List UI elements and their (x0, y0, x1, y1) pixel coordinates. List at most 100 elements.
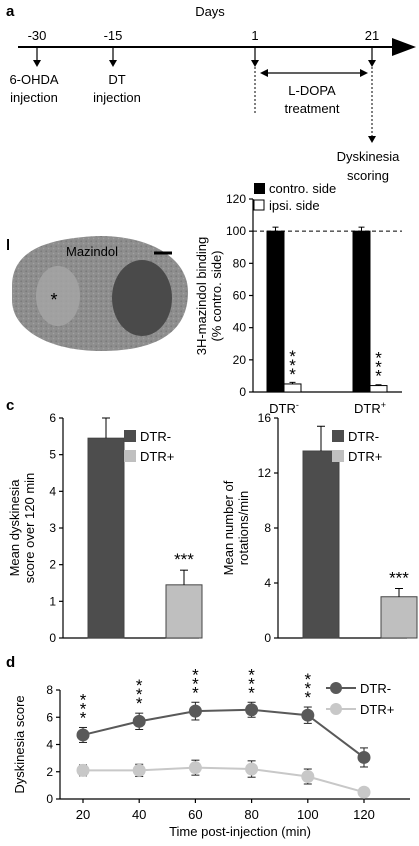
b-x-tick-sup-1: + (381, 400, 386, 410)
d-line-1 (83, 766, 365, 794)
d-point-0-4 (301, 708, 315, 722)
c2-y-tick-label-1: 4 (264, 576, 271, 590)
b-y-tick-label-1: 20 (233, 353, 247, 367)
d-legend-label-1: DTR+ (360, 702, 394, 717)
c1-bar-0 (87, 437, 125, 639)
d-point-0-5 (357, 750, 371, 764)
timeline-arrowhead (392, 38, 416, 56)
d-x-tick-label-1: 40 (132, 807, 146, 822)
d-significance-0-1: * (80, 699, 87, 718)
b-bar-1-0 (283, 383, 302, 393)
c1-ylabel-0: Mean dyskinesia (7, 479, 22, 577)
b-legend-swatch-0 (254, 183, 265, 194)
d-y-tick-label-2: 4 (46, 738, 53, 752)
c2-y-tick-label-2: 8 (264, 521, 271, 535)
b-legend-label-1: ipsi. side (269, 198, 320, 213)
d-point-0-3 (245, 703, 259, 717)
label-dt-2: injection (93, 90, 141, 105)
b-x-tick-label-0: DTR- (269, 400, 299, 416)
d-xlabel: Time post-injection (min) (169, 824, 311, 839)
lesioned-striatum-dark (112, 260, 172, 336)
d-significance-2-0: * (192, 683, 199, 702)
chart-c-right: 0 4 8 12 16 Mean number of rotations/min DTR- DT… (221, 411, 418, 645)
d-point-1-5 (357, 785, 371, 799)
c2-legend-swatch-1 (332, 450, 344, 462)
b-y-tick-label-4: 80 (233, 256, 247, 270)
c2-legend-swatch-0 (332, 430, 344, 442)
c1-y-tick-label-4: 4 (49, 484, 56, 498)
b-significance-1-2: * (375, 349, 382, 368)
c2-ylabel-0: Mean number of (221, 480, 236, 575)
panel-b-image: b Mazindol * (6, 232, 189, 352)
b-bar-1-1 (369, 385, 388, 393)
c1-y-tick-label-0: 0 (49, 631, 56, 645)
b-bar-0-0 (266, 230, 285, 393)
d-legend-label-0: DTR- (360, 681, 391, 696)
c1-y-tick-label-1: 1 (49, 594, 56, 608)
d-significance-2-2: * (192, 665, 199, 684)
d-point-1-0 (76, 763, 90, 777)
timeline-title: Days (195, 4, 225, 19)
arrow-6ohda (33, 60, 41, 67)
label-6ohda: 6-OHDA (9, 72, 58, 87)
b-significance-0-1: * (289, 356, 296, 375)
image-asterisk: * (50, 290, 57, 310)
b-significance-0-0: * (289, 365, 296, 384)
d-significance-4-2: * (304, 670, 311, 689)
d-significance-0-0: * (80, 708, 87, 727)
chart-c-left: 0 1 2 3 4 5 6 Mean dyskinesia score over 120 min… (7, 411, 203, 645)
d-point-0-2 (188, 704, 202, 718)
d-x-tick-label-0: 20 (76, 807, 90, 822)
c2-y-tick-label-3: 12 (258, 466, 272, 480)
b-ylabel-0: 3H-mazindol binding (194, 237, 209, 356)
c1-y-tick-label-2: 2 (49, 558, 56, 572)
b-significance-1-1: * (375, 358, 382, 377)
c2-y-tick-label-0: 0 (264, 631, 271, 645)
c1-y-tick-label-6: 6 (49, 411, 56, 425)
arrow-day1 (251, 60, 259, 67)
tick-day-minus30: -30 (28, 28, 47, 43)
label-scoring: scoring (347, 168, 389, 183)
b-y-tick-label-0: 0 (239, 385, 246, 399)
d-y-tick-label-3: 6 (46, 710, 53, 724)
panel-c-letter: c (6, 397, 14, 414)
image-label-mazindol: Mazindol (66, 244, 118, 259)
c2-ylabel-1: rotations/min (236, 491, 251, 565)
d-x-tick-label-5: 120 (353, 807, 375, 822)
d-point-1-1 (132, 763, 146, 777)
contralateral-striatum (36, 266, 80, 326)
c1-y-tick-label-3: 3 (49, 521, 56, 535)
b-legend-label-0: contro. side (269, 181, 336, 196)
label-dt: DT (108, 72, 125, 87)
c1-y-tick-label-5: 5 (49, 448, 56, 462)
tick-day-1: 1 (251, 28, 258, 43)
d-significance-2-1: * (192, 674, 199, 693)
b-bar-0-1 (352, 230, 371, 393)
arrow-scoring (368, 136, 376, 143)
d-significance-1-2: * (136, 676, 143, 695)
d-significance-1-1: * (136, 685, 143, 704)
d-significance-4-1: * (304, 679, 311, 698)
label-treatment: treatment (285, 101, 340, 116)
b-ylabel-1: (% contro. side) (209, 250, 224, 341)
c1-legend-label-0: DTR- (140, 429, 171, 444)
b-x-tick-sup-0: - (296, 400, 299, 410)
label-dyskinesia: Dyskinesia (337, 149, 401, 164)
c1-ylabel-1: score over 120 min (22, 473, 37, 584)
c2-y-tick-label-4: 16 (258, 411, 272, 425)
d-significance-1-0: * (136, 694, 143, 713)
c2-bar-1 (380, 596, 418, 639)
chart-d: 0 2 4 6 8 20 40 60 80 100 120 Time post-injection (… (12, 665, 410, 839)
c2-legend-label-1: DTR+ (348, 449, 382, 464)
c1-legend-label-1: DTR+ (140, 449, 174, 464)
c1-legend-swatch-1 (124, 450, 136, 462)
label-ldopa: L-DOPA (288, 83, 336, 98)
c2-significance: *** (389, 569, 409, 588)
d-line-0 (82, 708, 365, 759)
d-significance-3-2: * (248, 665, 255, 684)
d-y-tick-label-4: 8 (46, 683, 53, 697)
b-y-tick-label-2: 40 (233, 321, 247, 335)
b-legend-swatch-1 (253, 199, 265, 211)
d-significance-4-0: * (304, 688, 311, 707)
